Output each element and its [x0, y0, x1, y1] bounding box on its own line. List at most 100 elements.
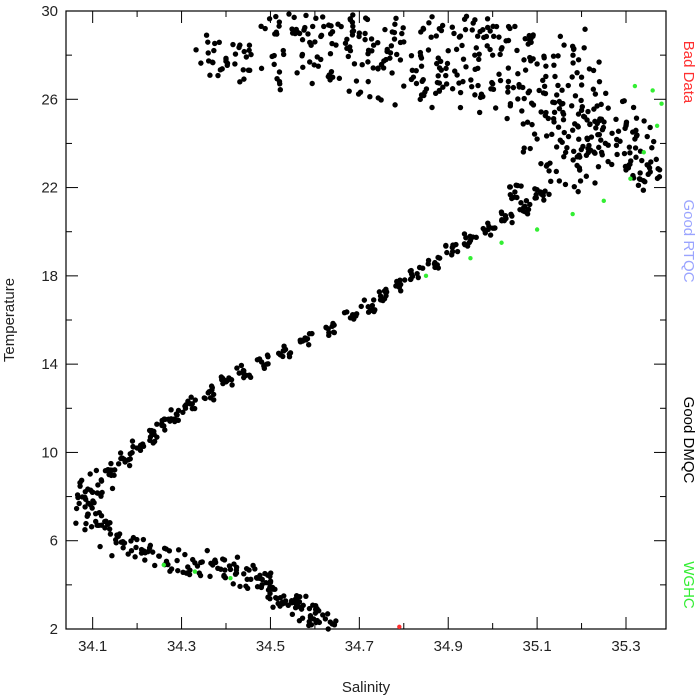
- data-point: [324, 611, 331, 617]
- data-point: [192, 569, 198, 574]
- data-point: [243, 583, 249, 589]
- data-point: [514, 47, 520, 54]
- data-point: [499, 210, 505, 217]
- data-point: [252, 566, 258, 572]
- data-point: [581, 45, 587, 51]
- x-tick-label: 34.1: [78, 638, 107, 655]
- data-point: [387, 55, 393, 61]
- data-point: [433, 33, 439, 39]
- data-point: [560, 117, 567, 123]
- data-point: [434, 79, 441, 86]
- data-point: [603, 90, 609, 97]
- data-point: [186, 571, 193, 578]
- data-point: [505, 78, 512, 85]
- data-point: [435, 73, 441, 79]
- data-point: [524, 119, 531, 125]
- data-point: [222, 567, 228, 573]
- data-point: [505, 23, 512, 30]
- data-point: [553, 168, 560, 175]
- data-point: [258, 23, 264, 30]
- data-point: [555, 124, 562, 130]
- data-point: [614, 151, 620, 158]
- data-point: [650, 88, 655, 93]
- data-point: [551, 109, 558, 116]
- data-point: [228, 576, 233, 581]
- data-point: [626, 144, 633, 150]
- data-point: [357, 89, 364, 95]
- legend-wghc: WGHC: [680, 561, 697, 609]
- data-point: [565, 82, 571, 89]
- data-point: [300, 602, 306, 609]
- data-point: [436, 255, 443, 261]
- data-point: [273, 13, 279, 20]
- data-point: [637, 170, 643, 176]
- data-point: [329, 29, 336, 35]
- data-point: [394, 51, 400, 58]
- data-point: [180, 569, 186, 576]
- data-point: [168, 407, 174, 413]
- data-point: [99, 489, 105, 496]
- data-point: [375, 95, 381, 101]
- data-point: [368, 307, 374, 314]
- data-point: [556, 105, 563, 112]
- data-point: [257, 572, 263, 579]
- data-point: [443, 72, 449, 79]
- plot-frame: [65, 10, 667, 630]
- data-point: [529, 121, 535, 128]
- data-point: [519, 108, 525, 114]
- data-point: [632, 145, 639, 151]
- data-point: [345, 53, 352, 60]
- data-point: [583, 173, 590, 179]
- data-point: [120, 545, 126, 551]
- data-point: [149, 549, 156, 555]
- data-point: [108, 460, 114, 467]
- data-point: [356, 33, 362, 40]
- data-point: [460, 56, 467, 62]
- data-point: [161, 562, 166, 568]
- data-point: [569, 127, 576, 133]
- data-point: [226, 563, 233, 569]
- data-point: [280, 348, 286, 354]
- data-point: [489, 79, 495, 86]
- data-point: [381, 295, 388, 302]
- data-point: [617, 138, 623, 144]
- data-point: [109, 552, 115, 559]
- data-point: [205, 39, 211, 45]
- data-point: [309, 80, 315, 87]
- data-point: [383, 289, 389, 296]
- data-point: [491, 33, 497, 40]
- data-point: [156, 553, 162, 559]
- data-point: [467, 233, 473, 240]
- data-point: [463, 13, 470, 20]
- data-point: [586, 66, 593, 72]
- data-point: [449, 244, 455, 251]
- data-point: [449, 24, 456, 30]
- data-point: [425, 257, 432, 264]
- data-point: [474, 33, 481, 39]
- data-point: [286, 354, 293, 360]
- data-point: [299, 37, 306, 43]
- data-point: [375, 40, 381, 46]
- data-point: [254, 357, 261, 363]
- data-point: [82, 496, 89, 502]
- data-point: [236, 44, 242, 51]
- data-point: [426, 20, 432, 26]
- y-tick-label: 30: [41, 3, 58, 20]
- data-point: [648, 159, 654, 165]
- data-point: [97, 543, 103, 550]
- data-point: [641, 118, 647, 124]
- data-point: [605, 142, 611, 148]
- data-point: [578, 82, 585, 88]
- data-point: [165, 561, 171, 568]
- data-point: [507, 101, 514, 107]
- data-point: [423, 86, 430, 92]
- data-point: [365, 47, 372, 53]
- data-point: [196, 570, 202, 576]
- data-point: [540, 192, 546, 199]
- data-point: [421, 92, 427, 99]
- data-point: [299, 51, 306, 58]
- data-point: [542, 188, 548, 194]
- data-point: [633, 115, 640, 121]
- data-point: [473, 234, 479, 241]
